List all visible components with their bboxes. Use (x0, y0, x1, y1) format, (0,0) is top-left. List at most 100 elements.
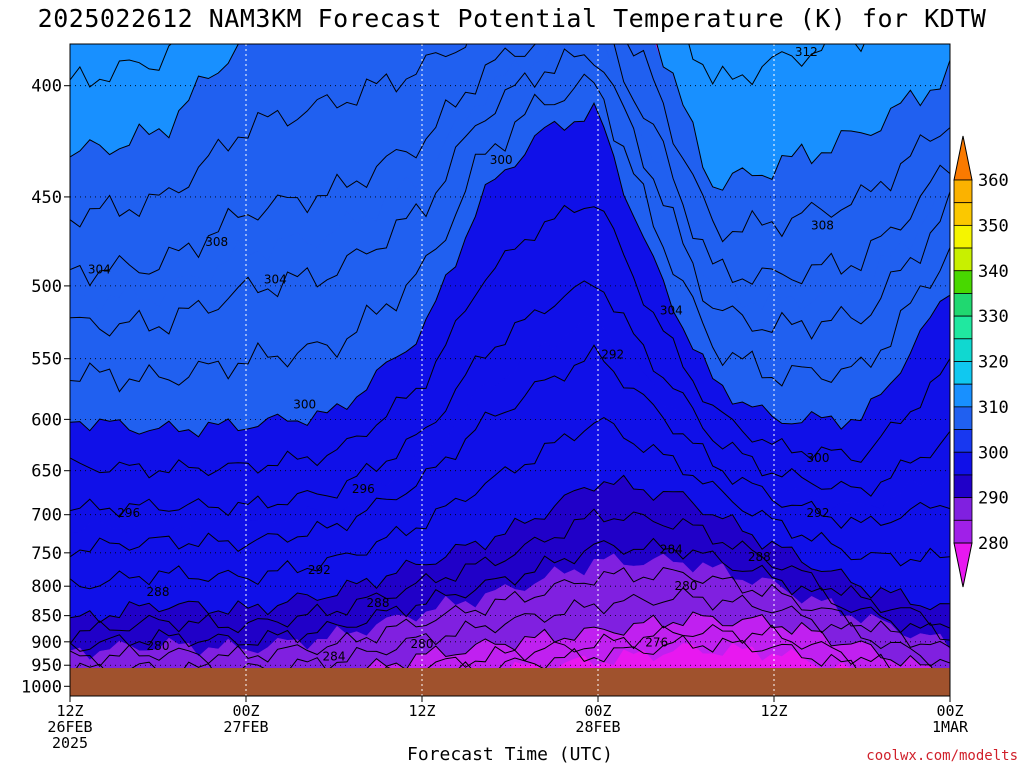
colorbar-segment (953, 338, 973, 362)
isentrope-290 (70, 474, 950, 624)
isentrope-308 (70, 44, 950, 243)
y-tick-label: 700 (31, 506, 62, 526)
contour-label: 308 (205, 235, 228, 249)
colorbar-segment (953, 474, 973, 499)
x-tick-label: 00Z (232, 702, 259, 720)
fill-band-360 (70, 0, 950, 39)
contour-label: 308 (811, 219, 834, 233)
contour-label: 300 (490, 153, 513, 167)
contour-label: 276 (645, 635, 668, 649)
y-tick-label: 500 (31, 277, 62, 297)
colorbar-segment (953, 270, 973, 294)
contour-label: 288 (147, 585, 170, 599)
contour-label: 304 (88, 263, 111, 277)
contour-label: 280 (675, 579, 698, 593)
isentrope-284 (70, 567, 950, 668)
x-tick-label: 26FEB (47, 718, 92, 736)
x-tick-label: 28FEB (575, 718, 620, 736)
colorbar-segment (953, 383, 973, 408)
contour-label: 300 (807, 451, 830, 465)
colorbar: 360 350 340 330 320 310 300 290 280 (953, 135, 1009, 588)
fill-band-340 (70, 0, 950, 39)
colorbar-segment (953, 293, 973, 317)
y-tick-label: 1000 (21, 677, 62, 697)
y-tick-label: 600 (31, 410, 62, 430)
x-tick-label: 1MAR (932, 718, 969, 736)
contour-label: 300 (293, 398, 316, 412)
colorbar-segment (953, 451, 973, 476)
colorbar-tick-label: 350 (978, 216, 1009, 236)
isentrope-288 (70, 508, 950, 645)
fill-band-315 (70, 44, 950, 191)
contour-label: 284 (323, 650, 346, 664)
colorbar-tick-label: 280 (978, 534, 1009, 554)
isentrope-300 (70, 102, 950, 438)
y-tick-label: 550 (31, 350, 62, 370)
colorbar-tick-label: 290 (978, 489, 1009, 509)
isentrope-292 (70, 417, 950, 590)
isentrope-310 (70, 44, 950, 191)
fill-band-370 (70, 0, 950, 39)
colorbar-top-arrow (953, 135, 973, 181)
y-tick-label: 950 (31, 656, 62, 676)
contour-labels: 3603563523483523363443443483403283243323… (88, 45, 834, 664)
colorbar-segment (953, 202, 973, 226)
contour-label: 284 (660, 542, 683, 556)
x-tick-label: 00Z (936, 702, 963, 720)
isentrope-lines (70, 0, 950, 696)
y-tick-label: 650 (31, 462, 62, 482)
isentrope-314 (70, 0, 950, 13)
y-tick-label: 400 (31, 77, 62, 97)
y-tick-label: 450 (31, 188, 62, 208)
colorbar-bottom-arrow (953, 542, 973, 588)
contour-label: 292 (308, 563, 331, 577)
contour-label: 288 (748, 550, 771, 564)
isentrope-302 (70, 73, 950, 393)
colorbar-segment (953, 315, 973, 340)
contour-label: 304 (660, 304, 683, 318)
ground-surface (70, 668, 950, 696)
contour-label: 296 (117, 506, 140, 520)
colorbar-segment (953, 406, 973, 430)
contour-label: 296 (352, 482, 375, 496)
x-tick-label: 12Z (760, 702, 787, 720)
isentrope-296 (70, 280, 950, 518)
potential-temperature-fill (70, 0, 950, 696)
fill-band-330 (70, 0, 950, 39)
plot-frame (69, 43, 951, 697)
isentrope-276 (74, 634, 950, 696)
isentrope-298 (70, 204, 950, 479)
isentrope-312 (70, 44, 865, 88)
y-tick-label: 750 (31, 544, 62, 564)
contour-label: 312 (795, 45, 818, 59)
y-axis-ticks: 2503003504004505005506006507007508008509… (21, 77, 70, 697)
colorbar-tick-label: 360 (978, 171, 1009, 191)
isentrope-304 (70, 48, 950, 340)
colorbar-segment (953, 247, 973, 272)
fill-band-350 (70, 0, 950, 39)
credit-text: coolwx.com/modelts (866, 748, 1018, 764)
contour-label: 280 (147, 639, 170, 653)
colorbar-segment (953, 179, 973, 204)
contour-label: 292 (601, 348, 624, 362)
colorbar-tick-label: 330 (978, 307, 1009, 327)
chart-title: 2025022612 NAM3KM Forecast Potential Tem… (37, 4, 987, 33)
isentrope-306 (70, 44, 950, 287)
fill-band-335 (70, 0, 950, 39)
y-tick-label: 800 (31, 577, 62, 597)
fill-band-320 (70, 0, 950, 39)
x-axis-label: Forecast Time (UTC) (407, 744, 613, 765)
colorbar-tick-label: 300 (978, 443, 1009, 463)
y-tick-label: 900 (31, 633, 62, 653)
contour-label: 280 (411, 637, 434, 651)
y-tick-label: 850 (31, 607, 62, 627)
colorbar-segment (953, 429, 973, 453)
x-tick-label: 12Z (56, 702, 83, 720)
colorbar-tick-label: 340 (978, 262, 1009, 282)
isentrope-294 (70, 344, 950, 558)
contour-label: 288 (367, 596, 390, 610)
contour-label: 292 (807, 506, 830, 520)
colorbar-segment (953, 519, 973, 544)
x-tick-label: 00Z (584, 702, 611, 720)
